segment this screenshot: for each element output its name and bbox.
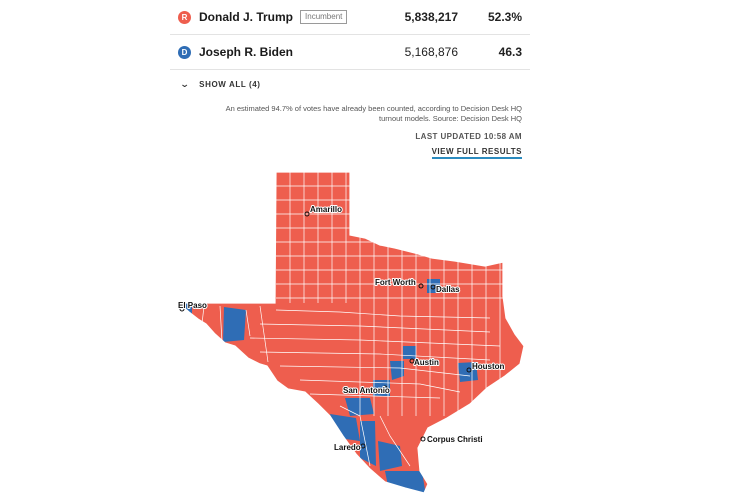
city-dot-icon [418,283,424,289]
democratic-counties [180,279,478,493]
city-label-el-paso: El Paso [178,301,207,310]
candidate-row-biden: D Joseph R. Biden 5,168,876 46.3 [170,35,530,70]
view-full-results-link[interactable]: VIEW FULL RESULTS [431,147,522,159]
vote-percent: 52.3% [487,10,522,24]
city-label-austin: Austin [414,358,439,367]
city-markers: Amarillo El Paso Fort Worth Dallas Austi… [177,204,506,453]
city-dot-icon [420,436,426,442]
city-label-fort-worth: Fort Worth [375,278,416,287]
incumbent-tag: Incumbent [300,10,348,24]
show-all-button[interactable]: ⌄ SHOW ALL (4) [170,70,530,98]
county-bastrop-area [390,361,404,380]
city-label-amarillo: Amarillo [310,205,342,214]
county-bexar [373,380,390,396]
candidate-name: Joseph R. Biden [199,45,294,59]
city-dot-icon [382,385,388,391]
city-label-houston: Houston [472,362,505,371]
estimate-note: An estimated 94.7% of votes have already… [225,104,522,123]
republican-badge-icon: R [178,10,191,24]
texas-county-map: Amarillo El Paso Fort Worth Dallas Austi… [177,171,525,494]
city-dot-icon [179,306,185,312]
results-panel: R Donald J. Trump Incumbent 5,838,217 52… [170,0,530,159]
show-all-label: SHOW ALL (4) [199,79,261,89]
vote-count: 5,168,876 [404,45,458,59]
city-label-dallas: Dallas [436,285,460,294]
candidate-name: Donald J. Trump [199,10,294,24]
vote-count: 5,838,217 [404,10,458,24]
last-updated: LAST UPDATED 10:58 AM [415,132,522,141]
city-label-laredo: Laredo [334,443,361,452]
democratic-badge-icon: D [178,45,191,59]
county-zavala-area [345,398,374,416]
county-presidio-area [223,307,246,342]
city-label-corpus-christi: Corpus Christi [427,435,483,444]
city-dot-icon [466,367,472,373]
chevron-down-icon: ⌄ [179,78,191,89]
city-dot-icon [360,443,366,449]
county-borders [201,172,520,467]
candidate-row-trump: R Donald J. Trump Incumbent 5,838,217 52… [170,0,530,35]
county-jim-hogg-area [360,421,376,466]
city-label-san-antonio: San Antonio [343,386,390,395]
city-dot-icon [304,211,310,217]
county-starr [378,441,402,471]
texas-outline [179,171,525,494]
vote-percent: 46.3 [498,45,522,59]
county-webb [330,414,360,441]
city-dot-icon [409,358,415,364]
city-dot-icon [430,284,436,290]
